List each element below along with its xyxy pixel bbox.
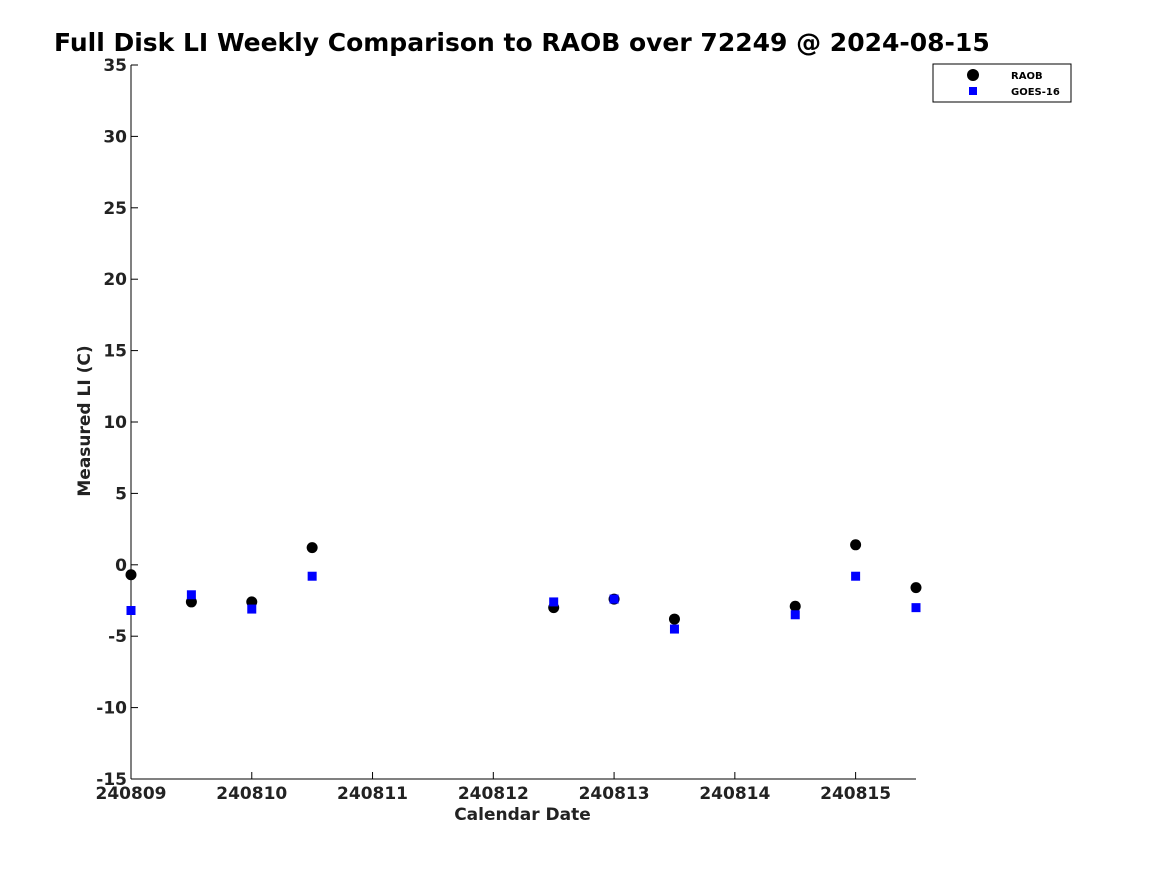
raob-point [850,539,862,551]
x-tick-label: 240813 [579,784,650,804]
goes16-point [911,603,921,613]
legend-label: RAOB [1011,71,1043,82]
y-tick-label: 15 [103,342,127,362]
y-axis-label: Measured LI (C) [75,345,95,496]
raob-point [125,569,137,581]
legend-goes16-marker [969,87,977,95]
x-tick-label: 240815 [820,784,891,804]
x-axis-label: Calendar Date [454,805,591,825]
y-tick-label: -15 [96,770,127,790]
goes16-point [851,571,861,581]
y-tick-label: -5 [108,627,127,647]
goes16-point [307,571,317,581]
raob-point [668,613,680,625]
goes16-point [186,590,196,600]
y-tick-label: 10 [103,413,127,433]
raob-point [306,542,318,554]
goes16-point [247,604,257,614]
x-tick-label: 240809 [96,784,167,804]
raob-point [910,582,922,594]
y-tick-label: 0 [115,556,127,576]
y-tick-label: 5 [115,484,127,504]
y-tick-label: 30 [103,127,127,147]
x-tick-label: 240811 [337,784,408,804]
chart-title: Full Disk LI Weekly Comparison to RAOB o… [54,28,990,57]
y-tick-label: 35 [103,56,127,76]
goes16-point [609,594,619,604]
goes16-point [126,605,136,615]
legend-label: GOES-16 [1011,87,1060,98]
raob-point [789,600,801,612]
goes16-point [549,597,559,607]
goes16-point [790,610,800,620]
y-tick-label: 25 [103,199,127,219]
legend-raob-marker [967,69,979,81]
y-tick-label: -10 [96,699,127,719]
x-tick-label: 240814 [699,784,770,804]
y-tick-label: 20 [103,270,127,290]
x-tick-label: 240812 [458,784,529,804]
goes16-point [669,624,679,634]
legend-box [932,63,1072,103]
x-tick-label: 240810 [216,784,287,804]
